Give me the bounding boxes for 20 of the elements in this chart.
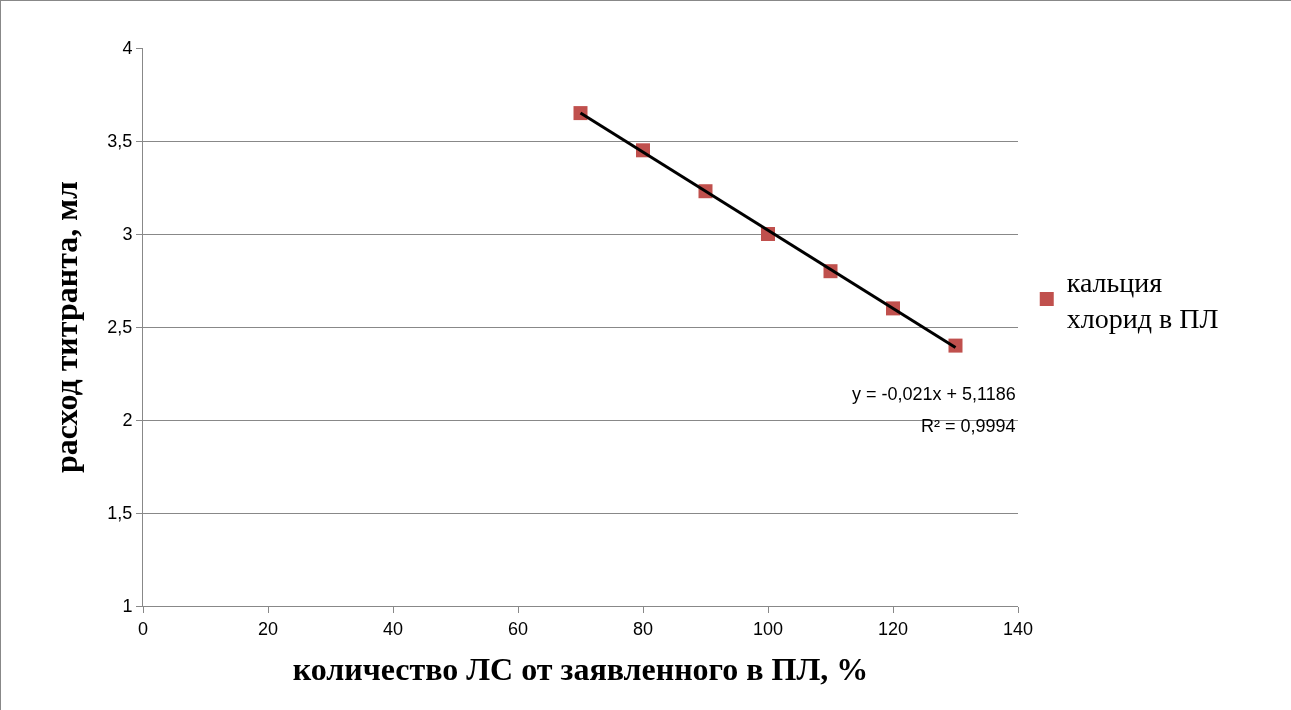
- annotation: y = -0,021x + 5,1186: [852, 384, 1016, 404]
- x-tick-label: 0: [137, 618, 149, 639]
- y-tick-label: 4: [122, 38, 133, 59]
- x-tick-label: 40: [382, 618, 404, 639]
- x-tick-label: 100: [752, 618, 784, 639]
- x-axis-title: количество ЛС от заявленного в ПЛ, %: [292, 651, 869, 688]
- legend-label: кальция хлорид в ПЛ: [1066, 266, 1219, 335]
- y-tick-label: 2: [122, 410, 133, 431]
- x-tick-label: 140: [1002, 618, 1034, 639]
- annotation: R² = 0,9994: [921, 416, 1016, 436]
- x-tick-label: 60: [507, 618, 529, 639]
- y-tick-label: 3,5: [107, 131, 133, 152]
- y-tick-label: 3: [122, 224, 133, 245]
- y-axis-title: расход титранта, мл: [47, 180, 84, 473]
- x-tick-label: 80: [632, 618, 654, 639]
- y-tick-label: 1,5: [107, 503, 133, 524]
- x-tick-label: 120: [877, 618, 909, 639]
- x-tick-label: 20: [257, 618, 279, 639]
- y-tick-label: 1: [122, 596, 133, 617]
- y-tick-label: 2,5: [107, 317, 133, 338]
